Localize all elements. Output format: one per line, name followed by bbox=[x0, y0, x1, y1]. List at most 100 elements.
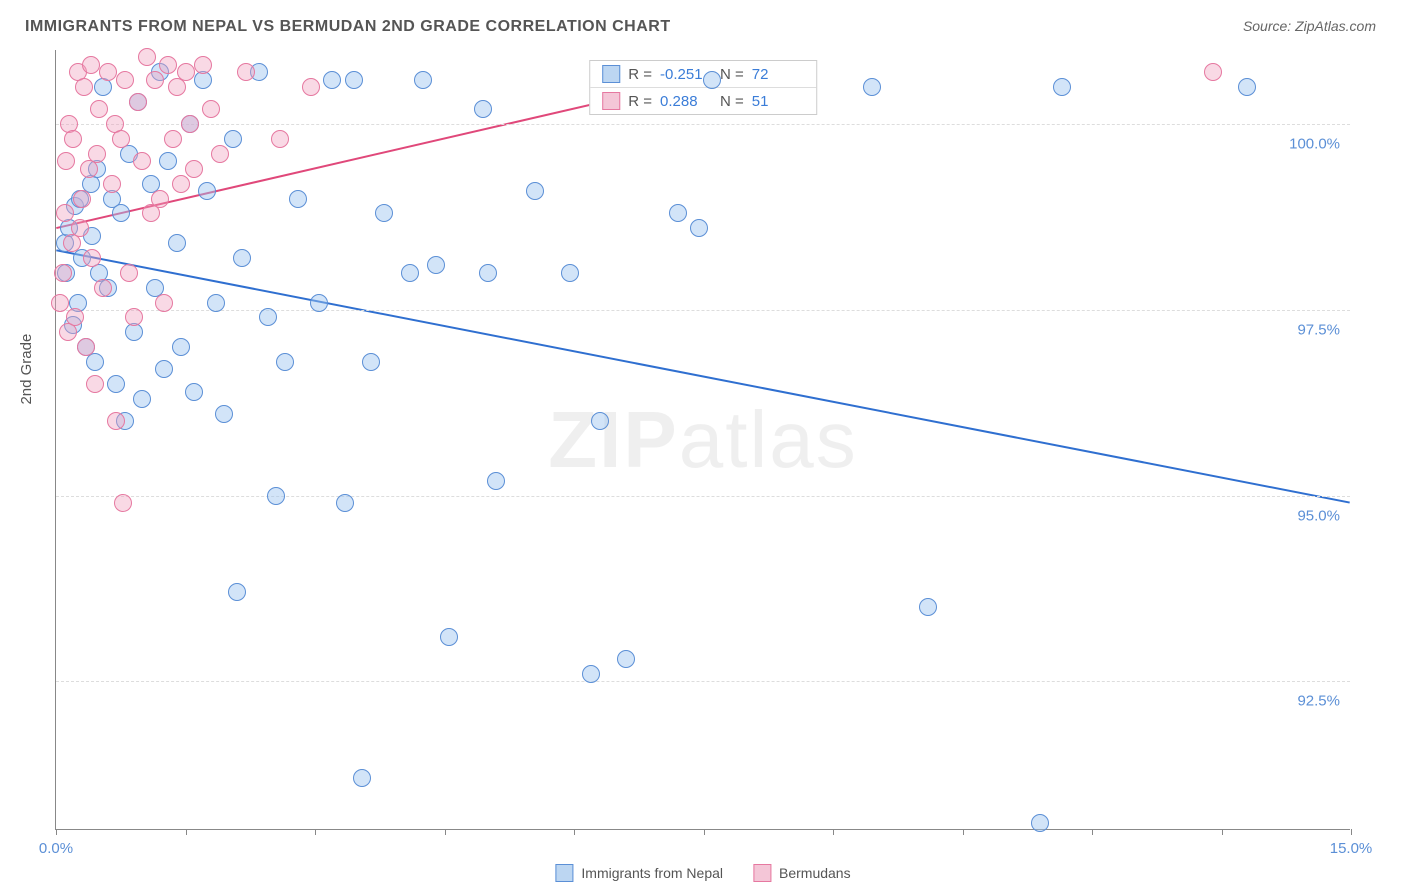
scatter-point bbox=[83, 249, 101, 267]
scatter-point bbox=[88, 145, 106, 163]
x-tick bbox=[186, 829, 187, 835]
scatter-point bbox=[401, 264, 419, 282]
scatter-point bbox=[112, 130, 130, 148]
scatter-point bbox=[302, 78, 320, 96]
x-tick bbox=[963, 829, 964, 835]
y-tick-label: 92.5% bbox=[1297, 693, 1340, 710]
scatter-point bbox=[57, 152, 75, 170]
legend-swatch bbox=[753, 864, 771, 882]
scatter-point bbox=[479, 264, 497, 282]
scatter-point bbox=[181, 115, 199, 133]
scatter-point bbox=[194, 56, 212, 74]
gridline-h bbox=[56, 681, 1350, 682]
stat-r-label: R = bbox=[628, 66, 652, 83]
legend-item: Bermudans bbox=[753, 864, 851, 882]
scatter-point bbox=[112, 204, 130, 222]
trend-line bbox=[56, 250, 1349, 502]
scatter-point bbox=[86, 375, 104, 393]
scatter-point bbox=[353, 769, 371, 787]
legend-swatch bbox=[602, 65, 620, 83]
scatter-point bbox=[138, 48, 156, 66]
legend-label: Immigrants from Nepal bbox=[581, 865, 723, 881]
watermark: ZIPatlas bbox=[548, 394, 857, 486]
scatter-point bbox=[125, 308, 143, 326]
scatter-point bbox=[1204, 63, 1222, 81]
scatter-point bbox=[427, 256, 445, 274]
x-tick bbox=[833, 829, 834, 835]
scatter-point bbox=[215, 405, 233, 423]
scatter-point bbox=[440, 628, 458, 646]
stat-n-value: 51 bbox=[752, 93, 804, 110]
scatter-point bbox=[94, 279, 112, 297]
x-tick-label: 15.0% bbox=[1330, 840, 1373, 857]
scatter-point bbox=[133, 152, 151, 170]
scatter-point bbox=[375, 204, 393, 222]
scatter-point bbox=[172, 338, 190, 356]
scatter-point bbox=[362, 353, 380, 371]
scatter-point bbox=[75, 78, 93, 96]
scatter-point bbox=[185, 383, 203, 401]
x-tick bbox=[1092, 829, 1093, 835]
scatter-point bbox=[116, 71, 134, 89]
scatter-point bbox=[159, 152, 177, 170]
scatter-point bbox=[172, 175, 190, 193]
scatter-point bbox=[82, 56, 100, 74]
trend-lines bbox=[56, 50, 1350, 829]
scatter-point bbox=[146, 71, 164, 89]
legend-swatch bbox=[555, 864, 573, 882]
source-label: Source: ZipAtlas.com bbox=[1243, 18, 1376, 34]
y-axis-label: 2nd Grade bbox=[18, 334, 35, 405]
scatter-point bbox=[561, 264, 579, 282]
scatter-point bbox=[64, 130, 82, 148]
scatter-point bbox=[582, 665, 600, 683]
scatter-point bbox=[345, 71, 363, 89]
legend-label: Bermudans bbox=[779, 865, 851, 881]
scatter-point bbox=[151, 190, 169, 208]
x-tick bbox=[574, 829, 575, 835]
scatter-point bbox=[233, 249, 251, 267]
scatter-point bbox=[919, 598, 937, 616]
plot-area: ZIPatlas R =-0.251N =72R =0.288N =51 92.… bbox=[55, 50, 1350, 830]
scatter-point bbox=[202, 100, 220, 118]
y-tick-label: 97.5% bbox=[1297, 322, 1340, 339]
scatter-point bbox=[155, 294, 173, 312]
scatter-point bbox=[267, 487, 285, 505]
scatter-point bbox=[56, 204, 74, 222]
scatter-point bbox=[271, 130, 289, 148]
scatter-point bbox=[617, 650, 635, 668]
scatter-point bbox=[591, 412, 609, 430]
scatter-point bbox=[207, 294, 225, 312]
scatter-point bbox=[90, 100, 108, 118]
scatter-point bbox=[323, 71, 341, 89]
gridline-h bbox=[56, 310, 1350, 311]
scatter-point bbox=[526, 182, 544, 200]
scatter-point bbox=[289, 190, 307, 208]
x-tick bbox=[1351, 829, 1352, 835]
scatter-point bbox=[224, 130, 242, 148]
x-tick bbox=[704, 829, 705, 835]
scatter-point bbox=[237, 63, 255, 81]
x-tick bbox=[1222, 829, 1223, 835]
scatter-point bbox=[73, 190, 91, 208]
scatter-point bbox=[487, 472, 505, 490]
x-tick-label: 0.0% bbox=[39, 840, 73, 857]
x-tick bbox=[56, 829, 57, 835]
scatter-point bbox=[474, 100, 492, 118]
scatter-point bbox=[414, 71, 432, 89]
bottom-legend: Immigrants from Nepal Bermudans bbox=[555, 864, 850, 882]
legend-swatch bbox=[602, 92, 620, 110]
scatter-point bbox=[1238, 78, 1256, 96]
scatter-point bbox=[54, 264, 72, 282]
scatter-point bbox=[107, 412, 125, 430]
x-tick bbox=[445, 829, 446, 835]
scatter-point bbox=[155, 360, 173, 378]
scatter-point bbox=[133, 390, 151, 408]
scatter-point bbox=[51, 294, 69, 312]
scatter-point bbox=[103, 175, 121, 193]
gridline-h bbox=[56, 124, 1350, 125]
scatter-point bbox=[703, 71, 721, 89]
scatter-point bbox=[168, 234, 186, 252]
stat-n-label: N = bbox=[720, 93, 744, 110]
scatter-point bbox=[120, 264, 138, 282]
watermark-zip: ZIP bbox=[548, 395, 678, 484]
